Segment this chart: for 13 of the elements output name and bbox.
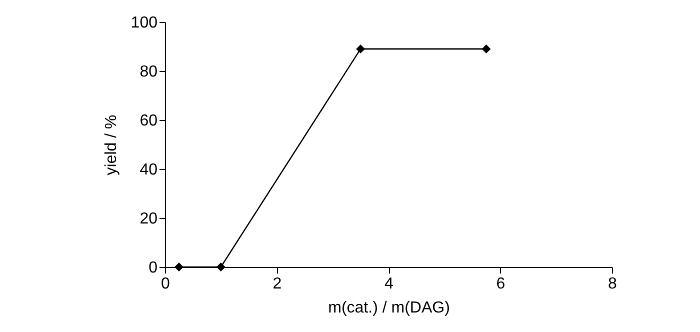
y-tick-label: 40 [140, 162, 158, 178]
x-tick-label: 2 [272, 276, 282, 292]
x-tick-label: 6 [496, 276, 506, 292]
x-tick-label: 4 [384, 276, 394, 292]
x-tick-label: 8 [608, 276, 618, 292]
x-tick-label: 0 [161, 276, 170, 292]
x-axis-title: m(cat.) / m(DAG) [328, 300, 450, 316]
y-tick-label: 0 [148, 260, 158, 276]
y-tick-label: 20 [140, 210, 158, 228]
y-axis-title: yield / % [102, 114, 120, 176]
y-tick-label: 60 [140, 112, 158, 130]
y-tick-label: 100 [130, 14, 158, 32]
y-tick-label: 80 [140, 64, 158, 80]
